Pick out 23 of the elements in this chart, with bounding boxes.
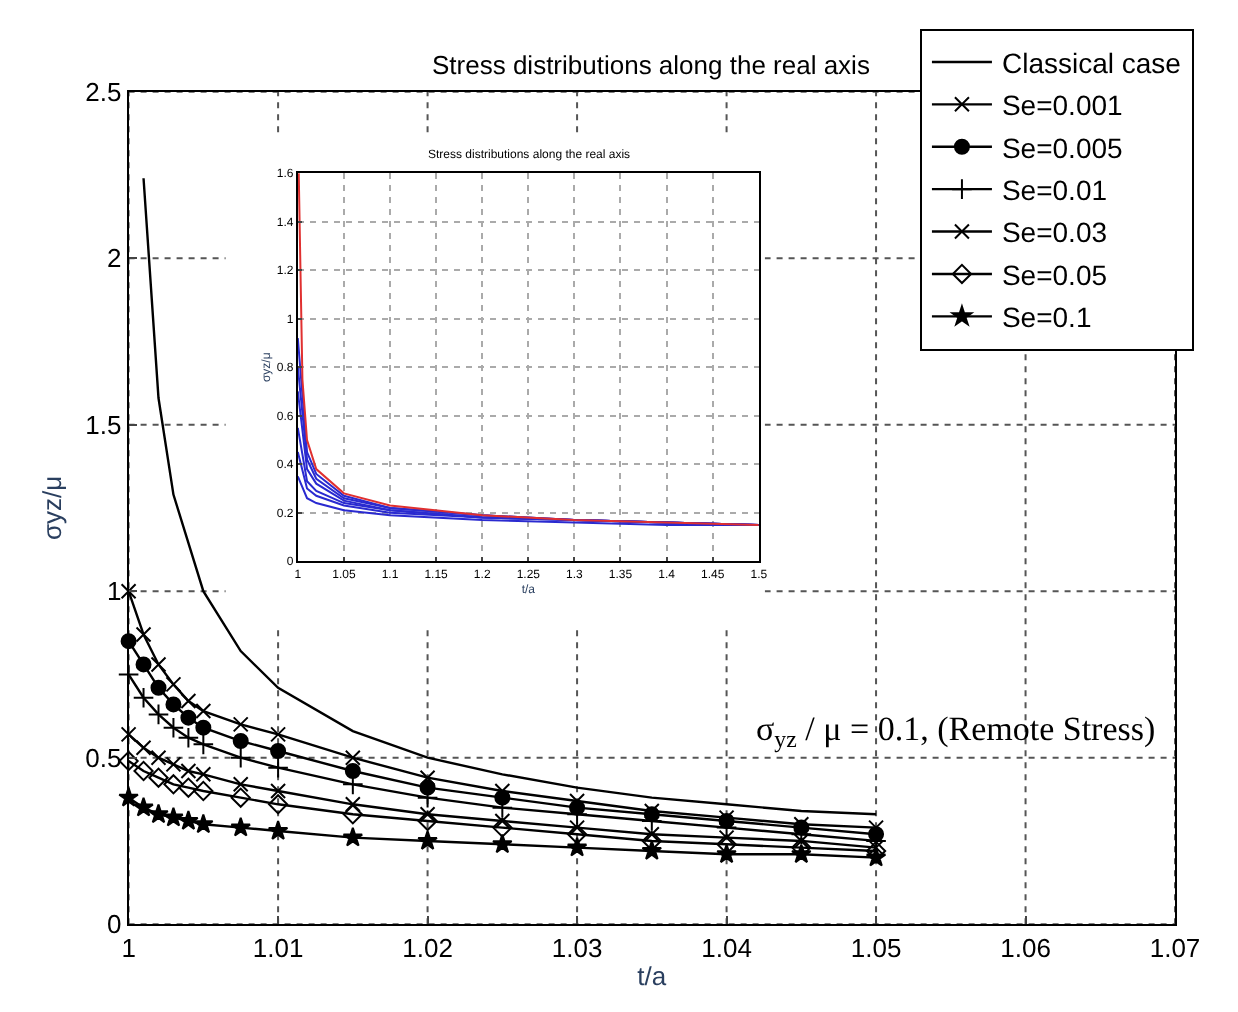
annotation: σ$_{yz}$ / μ = 0.1, (Remote Stress) — [756, 710, 1156, 754]
x-tick-label: 1.05 — [850, 933, 902, 964]
x-tick-label: 1.02 — [402, 933, 453, 964]
legend-label: Se=0.001 — [1001, 89, 1124, 122]
y-axis-title: σyz/μ — [37, 475, 68, 541]
legend-label: Se=0.03 — [1001, 216, 1108, 249]
legend-label: Se=0.05 — [1001, 258, 1108, 291]
y-tick-label: 2.5 — [85, 76, 122, 107]
x-tick-label: 1.01 — [252, 933, 304, 964]
y-tick-label: 0 — [106, 909, 122, 940]
x-tick-label: 1.06 — [1000, 933, 1051, 964]
x-axis-title: t/a — [637, 960, 668, 991]
legend-label: Se=0.1 — [1001, 301, 1092, 334]
legend-label: Se=0.01 — [1001, 174, 1108, 207]
y-tick-label: 2 — [106, 243, 122, 274]
legend-label: Classical case — [1001, 46, 1182, 79]
y-tick-label: 1.5 — [85, 409, 122, 440]
x-tick-label: 1.07 — [1149, 933, 1201, 964]
y-tick-label: 0.5 — [85, 742, 122, 773]
chart-title: Stress distributions along the real axis — [432, 50, 871, 80]
x-tick-label: 1.04 — [701, 933, 752, 964]
legend-label: Se=0.005 — [1001, 131, 1124, 164]
x-tick-label: 1.03 — [551, 933, 603, 964]
